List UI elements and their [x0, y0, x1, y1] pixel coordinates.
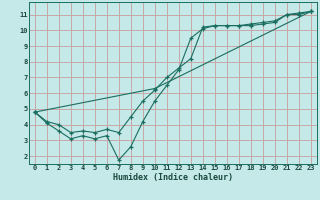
X-axis label: Humidex (Indice chaleur): Humidex (Indice chaleur): [113, 173, 233, 182]
